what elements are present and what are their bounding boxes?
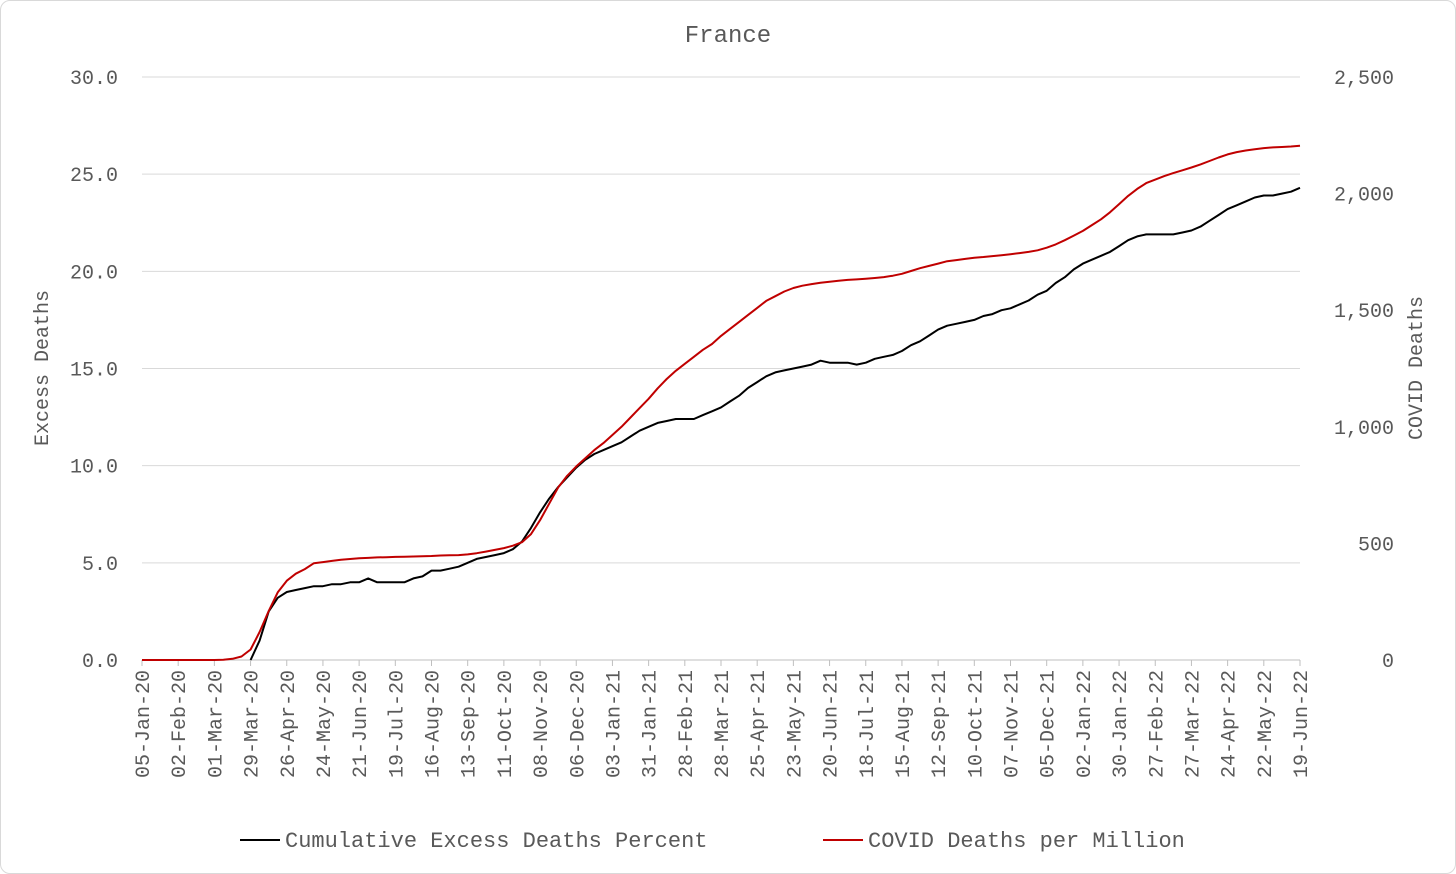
left-axis-title: Excess Deaths bbox=[32, 290, 55, 446]
x-tick-label: 27-Feb-22 bbox=[1146, 670, 1169, 778]
x-axis: 05-Jan-20 02-Feb-20 01-Mar-20 29-Mar-20 26-A… bbox=[133, 660, 1314, 778]
x-tick-label: 25-Apr-21 bbox=[748, 670, 771, 778]
x-tick-label: 30-Jan-22 bbox=[1110, 670, 1133, 778]
x-tick-label: 24-May-20 bbox=[314, 670, 337, 778]
series-line-excess-deaths bbox=[249, 186, 1301, 661]
right-tick-label: 500 bbox=[1358, 534, 1394, 557]
right-tick-label: 1,500 bbox=[1334, 301, 1394, 324]
x-tick-label: 05-Dec-21 bbox=[1038, 670, 1061, 778]
x-tick-label: 12-Sep-21 bbox=[929, 670, 952, 778]
left-tick-label: 10.0 bbox=[70, 457, 118, 480]
x-tick-label: 08-Nov-20 bbox=[531, 670, 554, 778]
right-tick-label: 1,000 bbox=[1334, 418, 1394, 441]
gridlines bbox=[142, 76, 1300, 661]
x-tick-label: 13-Sep-20 bbox=[459, 670, 482, 778]
legend: Cumulative Excess Deaths Percent COVID D… bbox=[240, 829, 1185, 854]
series-line-covid-deaths bbox=[142, 144, 1301, 661]
x-tick-label: 22-May-22 bbox=[1255, 670, 1278, 778]
left-tick-label: 25.0 bbox=[70, 165, 118, 188]
x-tick-label: 05-Jan-20 bbox=[133, 670, 156, 778]
x-tick-label: 21-Jun-20 bbox=[350, 670, 373, 778]
chart-title: France bbox=[685, 23, 771, 50]
x-tick-label: 24-Apr-22 bbox=[1219, 670, 1242, 778]
x-tick-label: 06-Dec-20 bbox=[567, 670, 590, 778]
legend-label-excess-deaths: Cumulative Excess Deaths Percent bbox=[285, 829, 707, 854]
legend-label-covid-deaths: COVID Deaths per Million bbox=[868, 829, 1185, 854]
x-tick-label: 07-Nov-21 bbox=[1002, 670, 1025, 778]
x-tick-label: 11-Oct-20 bbox=[495, 670, 518, 778]
x-tick-label: 20-Jun-21 bbox=[821, 670, 844, 778]
x-tick-label: 23-May-21 bbox=[784, 670, 807, 778]
left-tick-label: 5.0 bbox=[82, 554, 118, 577]
left-tick-label: 30.0 bbox=[70, 68, 118, 91]
right-tick-label: 2,500 bbox=[1334, 68, 1394, 91]
left-tick-label: 0.0 bbox=[82, 651, 118, 674]
x-tick-label: 18-Jul-21 bbox=[857, 670, 880, 778]
x-tick-label: 15-Aug-21 bbox=[893, 670, 916, 778]
x-tick-label: 27-Mar-22 bbox=[1182, 670, 1205, 778]
x-tick-label: 02-Feb-20 bbox=[169, 670, 192, 778]
x-tick-label: 26-Apr-20 bbox=[278, 670, 301, 778]
x-tick-label: 16-Aug-20 bbox=[423, 670, 446, 778]
x-tick-label: 10-Oct-21 bbox=[965, 670, 988, 778]
x-tick-label: 03-Jan-21 bbox=[603, 670, 626, 778]
x-tick-label: 19-Jun-22 bbox=[1291, 670, 1314, 778]
x-tick-label: 02-Jan-22 bbox=[1074, 670, 1097, 778]
x-tick-label: 19-Jul-20 bbox=[386, 670, 409, 778]
right-axis-title: COVID Deaths bbox=[1406, 296, 1429, 440]
x-tick-label: 28-Mar-21 bbox=[712, 670, 735, 778]
x-tick-label: 29-Mar-20 bbox=[242, 670, 265, 778]
left-axis-ticks: 0.0 5.0 10.0 15.0 20.0 25.0 30.0 bbox=[70, 68, 118, 674]
right-tick-label: 2,000 bbox=[1334, 185, 1394, 208]
right-axis-ticks: 0 500 1,000 1,500 2,000 2,500 bbox=[1334, 68, 1394, 674]
x-tick-label: 31-Jan-21 bbox=[640, 670, 663, 778]
x-tick-label: 01-Mar-20 bbox=[205, 670, 228, 778]
left-tick-label: 15.0 bbox=[70, 360, 118, 383]
left-tick-label: 20.0 bbox=[70, 262, 118, 285]
x-tick-label: 28-Feb-21 bbox=[676, 670, 699, 778]
right-tick-label: 0 bbox=[1382, 651, 1394, 674]
series-lines bbox=[142, 144, 1301, 661]
